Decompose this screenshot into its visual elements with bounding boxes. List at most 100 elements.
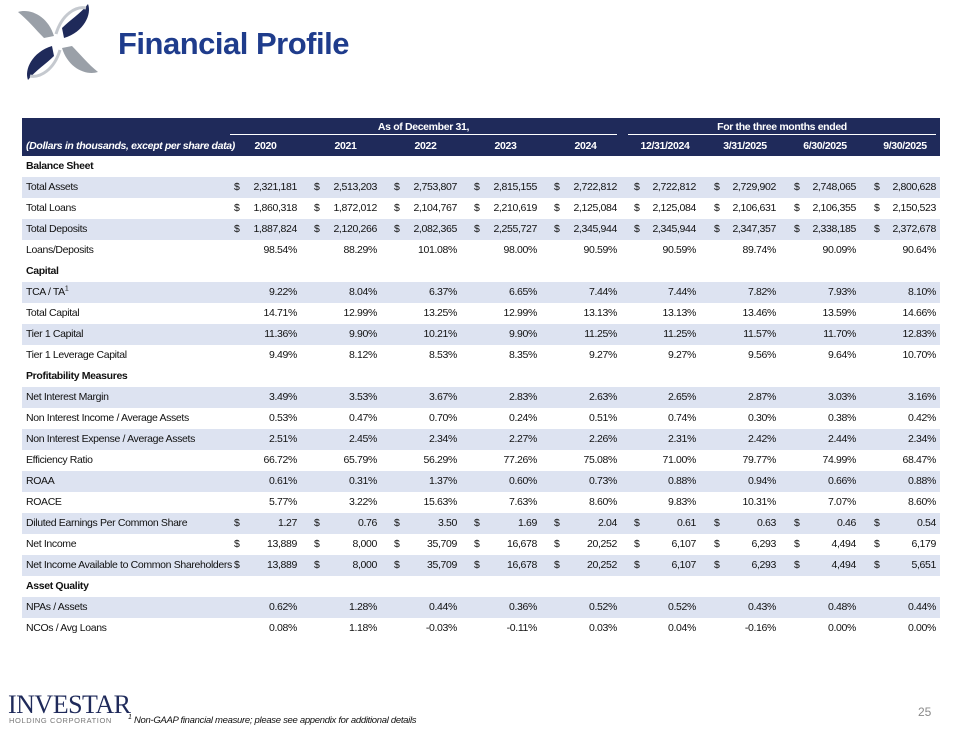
cell-value: 13.59% — [822, 307, 856, 319]
row-shade — [22, 555, 940, 576]
row-shade — [22, 597, 940, 618]
cell-value: 3.49% — [268, 391, 297, 403]
cell-value: 13.25% — [423, 307, 457, 319]
currency: $ — [474, 538, 480, 550]
cell-value: 7.63% — [508, 496, 537, 508]
cell-value: 90.59% — [662, 244, 696, 256]
cell-value: 0.54 — [916, 517, 936, 529]
row-label-text: Non Interest Income / Average Assets — [26, 412, 189, 424]
column-header: 9/30/2025 — [883, 140, 927, 152]
cell-value: 0.52% — [588, 601, 617, 613]
currency: $ — [314, 559, 320, 571]
currency: $ — [314, 517, 320, 529]
row-label: NCOs / Avg Loans — [26, 618, 107, 639]
cell-value: 9.49% — [268, 349, 297, 361]
cell-value: 10.21% — [423, 328, 457, 340]
currency: $ — [394, 223, 400, 235]
cell-value: 16,678 — [506, 538, 537, 550]
cell-value: 1.27 — [277, 517, 297, 529]
cell-value: 2.63% — [588, 391, 617, 403]
group-underline — [230, 134, 617, 135]
cell-value: -0.03% — [425, 622, 458, 634]
cell-value: 2,104,767 — [413, 202, 457, 214]
currency: $ — [554, 181, 560, 193]
cell-value: 2.45% — [348, 433, 377, 445]
row-label-text: Net Income — [26, 538, 77, 550]
currency: $ — [634, 517, 640, 529]
logo-name: INVESTAR — [8, 690, 131, 719]
cell-value: 0.00% — [827, 622, 856, 634]
row-label-text: Tier 1 Capital — [26, 328, 84, 340]
cell-value: 2.44% — [827, 433, 856, 445]
currency: $ — [874, 517, 880, 529]
cell-value: 7.44% — [667, 286, 696, 298]
cell-value: 12.99% — [503, 307, 537, 319]
cell-value: 0.94% — [747, 475, 776, 487]
cell-value: 8.12% — [348, 349, 377, 361]
cell-value: 2.42% — [747, 433, 776, 445]
cell-value: 66.72% — [263, 454, 297, 466]
cell-value: 2,082,365 — [413, 223, 457, 235]
row-label-text: Total Capital — [26, 307, 80, 319]
row-label-text: Net Interest Margin — [26, 391, 109, 403]
currency: $ — [714, 559, 720, 571]
currency: $ — [234, 181, 240, 193]
row-shade — [22, 219, 940, 240]
group-underline — [628, 134, 936, 135]
cell-value: 0.44% — [428, 601, 457, 613]
currency: $ — [714, 517, 720, 529]
cell-value: 6,107 — [671, 538, 696, 550]
row-label: Efficiency Ratio — [26, 450, 93, 471]
cell-value: 0.43% — [747, 601, 776, 613]
row-shade — [22, 471, 940, 492]
cell-value: 2,321,181 — [253, 181, 297, 193]
cell-value: 98.54% — [263, 244, 297, 256]
currency: $ — [234, 559, 240, 571]
cell-value: 8.35% — [508, 349, 537, 361]
cell-value: 0.31% — [348, 475, 377, 487]
cell-value: 2,125,084 — [573, 202, 617, 214]
cell-value: 8,000 — [352, 538, 377, 550]
row-shade — [22, 282, 940, 303]
cell-value: 0.36% — [508, 601, 537, 613]
currency: $ — [234, 202, 240, 214]
cell-value: 12.83% — [902, 328, 936, 340]
currency: $ — [794, 559, 800, 571]
cell-value: 11.25% — [663, 328, 696, 340]
currency: $ — [234, 223, 240, 235]
cell-value: 1,860,318 — [253, 202, 297, 214]
cell-value: 13.13% — [583, 307, 617, 319]
section-title: Asset Quality — [26, 580, 89, 592]
currency: $ — [794, 538, 800, 550]
cell-value: 101.08% — [417, 244, 457, 256]
currency: $ — [554, 223, 560, 235]
cell-value: 2,513,203 — [333, 181, 377, 193]
currency: $ — [314, 538, 320, 550]
cell-value: 2.34% — [907, 433, 936, 445]
currency: $ — [874, 181, 880, 193]
cell-value: 2,125,084 — [652, 202, 696, 214]
cell-value: 35,709 — [426, 559, 457, 571]
cell-value: 11.70% — [823, 328, 856, 340]
cell-value: 0.52% — [667, 601, 696, 613]
row-label-text: Total Loans — [26, 202, 76, 214]
cell-value: 0.60% — [508, 475, 537, 487]
currency: $ — [794, 223, 800, 235]
currency: $ — [234, 517, 240, 529]
column-header: 6/30/2025 — [803, 140, 847, 152]
row-label: Loans/Deposits — [26, 240, 94, 261]
cell-value: 1,872,012 — [333, 202, 377, 214]
row-label: Total Loans — [26, 198, 76, 219]
row-label-text: Total Deposits — [26, 223, 88, 235]
cell-value: 89.74% — [742, 244, 776, 256]
currency: $ — [474, 181, 480, 193]
currency: $ — [474, 223, 480, 235]
cell-value: 3.22% — [348, 496, 377, 508]
cell-value: 15.63% — [423, 496, 457, 508]
cell-value: 0.42% — [907, 412, 936, 424]
cell-value: 8.60% — [588, 496, 617, 508]
cell-value: 2,106,631 — [732, 202, 776, 214]
cell-value: 0.03% — [588, 622, 617, 634]
currency: $ — [714, 538, 720, 550]
currency: $ — [794, 517, 800, 529]
